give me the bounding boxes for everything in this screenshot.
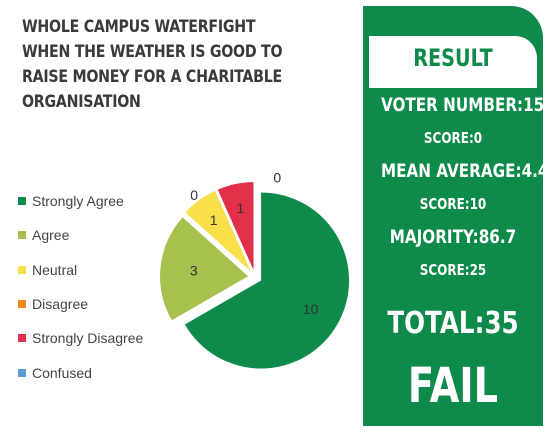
verdict: FAIL bbox=[407, 358, 499, 414]
result-line: SCORE:0 bbox=[423, 129, 483, 147]
result-heading: RESULT bbox=[413, 44, 493, 72]
legend-label: Agree bbox=[32, 227, 70, 244]
data-label: 3 bbox=[190, 263, 198, 279]
legend-swatch bbox=[18, 300, 26, 309]
legend-label: Strongly Agree bbox=[32, 193, 124, 210]
legend-swatch bbox=[18, 265, 26, 274]
data-label: 1 bbox=[236, 200, 244, 216]
data-label: 0 bbox=[273, 169, 281, 185]
pie-slice bbox=[184, 192, 350, 369]
legend-item: Disagree bbox=[18, 287, 143, 321]
legend-label: Neutral bbox=[32, 261, 78, 278]
result-panel: RESULT VOTER NUMBER:15 SCORE:0 MEAN AVERAG… bbox=[363, 6, 549, 426]
result-line: VOTER NUMBER:15 bbox=[381, 94, 545, 116]
legend-swatch bbox=[18, 334, 26, 343]
legend-item: Agree bbox=[18, 218, 143, 252]
legend-label: Disagree bbox=[32, 296, 89, 313]
legend-swatch bbox=[18, 231, 26, 240]
legend-item: Strongly Disagree bbox=[18, 321, 143, 355]
pie-slice bbox=[160, 217, 249, 321]
result-line: MEAN AVERAGE:4.4 bbox=[381, 160, 549, 182]
legend-item: Neutral bbox=[18, 253, 143, 287]
legend-swatch bbox=[18, 197, 26, 206]
result-line: SCORE:25 bbox=[419, 261, 487, 279]
legend-label: Confused bbox=[32, 364, 92, 381]
chart-legend: Strongly Agree Agree Neutral Disagree Strong… bbox=[18, 184, 143, 390]
data-label: 10 bbox=[303, 301, 319, 317]
pie-slice bbox=[185, 190, 251, 272]
result-header-box: RESULT bbox=[369, 36, 537, 88]
data-label: 1 bbox=[210, 212, 218, 228]
result-stats: VOTER NUMBER:15 SCORE:0 MEAN AVERAGE:4.4 SC… bbox=[363, 89, 549, 287]
total-score: TOTAL:35 bbox=[387, 306, 519, 341]
legend-label: Strongly Disagree bbox=[32, 330, 144, 347]
pie-slice bbox=[217, 182, 254, 271]
data-label: 0 bbox=[190, 187, 198, 203]
result-line: SCORE:10 bbox=[419, 195, 487, 213]
legend-item: Strongly Agree bbox=[18, 184, 143, 218]
legend-item: Confused bbox=[18, 355, 143, 389]
chart-title: WHOLE CAMPUS WATERFIGHT WHEN THE WEATHER… bbox=[22, 17, 283, 111]
result-line: MAJORITY:86.7 bbox=[389, 226, 517, 248]
legend-swatch bbox=[18, 368, 26, 377]
